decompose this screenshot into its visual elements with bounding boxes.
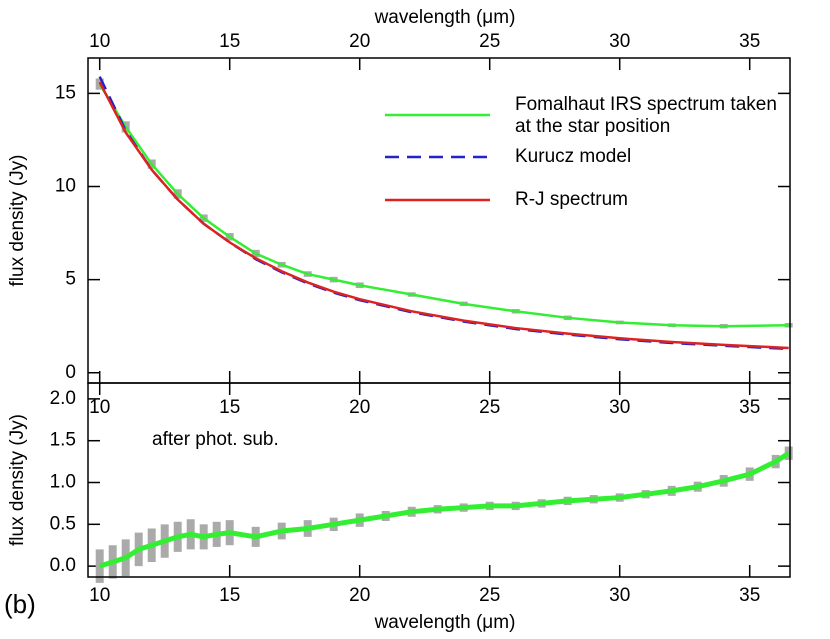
x-tick-label: 35 [739, 585, 760, 606]
x-tick-label: 30 [609, 585, 630, 606]
y-tick-label: 0.0 [50, 555, 76, 576]
x-tick-label: 20 [349, 585, 370, 606]
series-line [98, 81, 789, 350]
x-axis-label: wavelength (μm) [374, 7, 516, 28]
x-tick-label: 10 [89, 585, 110, 606]
x-tick-label: 15 [219, 397, 240, 418]
series-line [98, 83, 789, 328]
x-tick-label: 25 [479, 397, 500, 418]
x-tick-label: 30 [609, 31, 630, 52]
x-tick-label: 15 [219, 585, 240, 606]
x-tick-label: 20 [349, 31, 370, 52]
y-axis-label: flux density (Jy) [7, 414, 28, 546]
legend-label: Kurucz model [515, 146, 632, 167]
legend-label: R-J spectrum [515, 189, 628, 210]
y-tick-label: 2.0 [50, 388, 76, 409]
y-tick-label: 1.5 [50, 430, 76, 451]
y-axis-label: flux density (Jy) [7, 155, 28, 287]
x-tick-label: 10 [89, 31, 110, 52]
x-tick-label: 15 [219, 31, 240, 52]
y-tick-label: 0.5 [50, 513, 76, 534]
x-axis-label: wavelength (μm) [374, 612, 516, 633]
annotation: (b) [4, 589, 36, 619]
legend-label: Fomalhaut IRS spectrum taken at the star… [515, 94, 777, 137]
x-tick-label: 20 [349, 397, 370, 418]
x-tick-label: 35 [739, 397, 760, 418]
x-tick-label: 35 [739, 31, 760, 52]
y-tick-label: 5 [65, 269, 76, 290]
y-tick-label: 15 [55, 82, 76, 103]
x-tick-label: 25 [479, 31, 500, 52]
x-tick-label: 10 [89, 397, 110, 418]
x-tick-label: 30 [609, 397, 630, 418]
y-tick-label: 1.0 [50, 472, 76, 493]
y-tick-label: 0 [65, 362, 76, 383]
annotation: after phot. sub. [152, 429, 279, 450]
series-line [98, 451, 791, 569]
x-tick-label: 25 [479, 585, 500, 606]
y-tick-label: 10 [55, 176, 76, 197]
plot-frame [87, 382, 791, 578]
